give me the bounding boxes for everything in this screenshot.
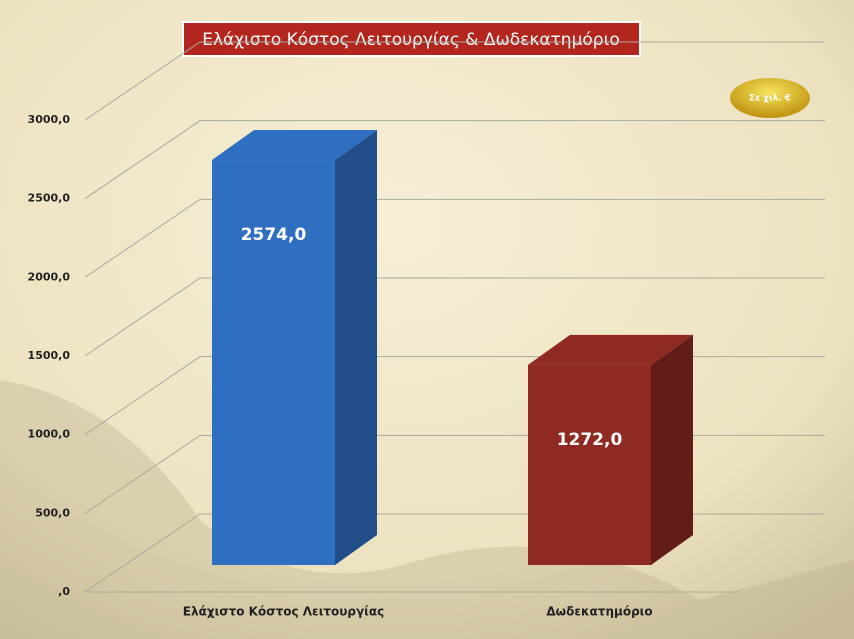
x-tick-label: Δωδεκατημόριο bbox=[546, 605, 652, 619]
bar-side bbox=[651, 335, 693, 565]
bar-side bbox=[335, 130, 377, 565]
value-label: 2574,0 bbox=[241, 225, 307, 245]
chart: Ελάχιστο Κόστος Λειτουργίας & Δωδεκατημό… bbox=[0, 0, 854, 639]
unit-note: Σε χιλ. € bbox=[749, 94, 791, 104]
y-tick-label: 500,0 bbox=[35, 506, 70, 519]
bar bbox=[212, 160, 335, 565]
chart-title: Ελάχιστο Κόστος Λειτουργίας & Δωδεκατημό… bbox=[202, 30, 619, 50]
y-tick-label: 3000,0 bbox=[28, 113, 71, 126]
value-label: 1272,0 bbox=[557, 430, 623, 450]
y-tick-label: ,0 bbox=[58, 585, 70, 598]
y-tick-label: 2000,0 bbox=[28, 270, 71, 283]
y-tick-label: 2500,0 bbox=[28, 192, 71, 205]
x-tick-label: Ελάχιστο Κόστος Λειτουργίας bbox=[183, 605, 384, 619]
y-tick-label: 1000,0 bbox=[28, 428, 71, 441]
bar bbox=[528, 365, 651, 565]
y-tick-label: 1500,0 bbox=[28, 349, 71, 362]
